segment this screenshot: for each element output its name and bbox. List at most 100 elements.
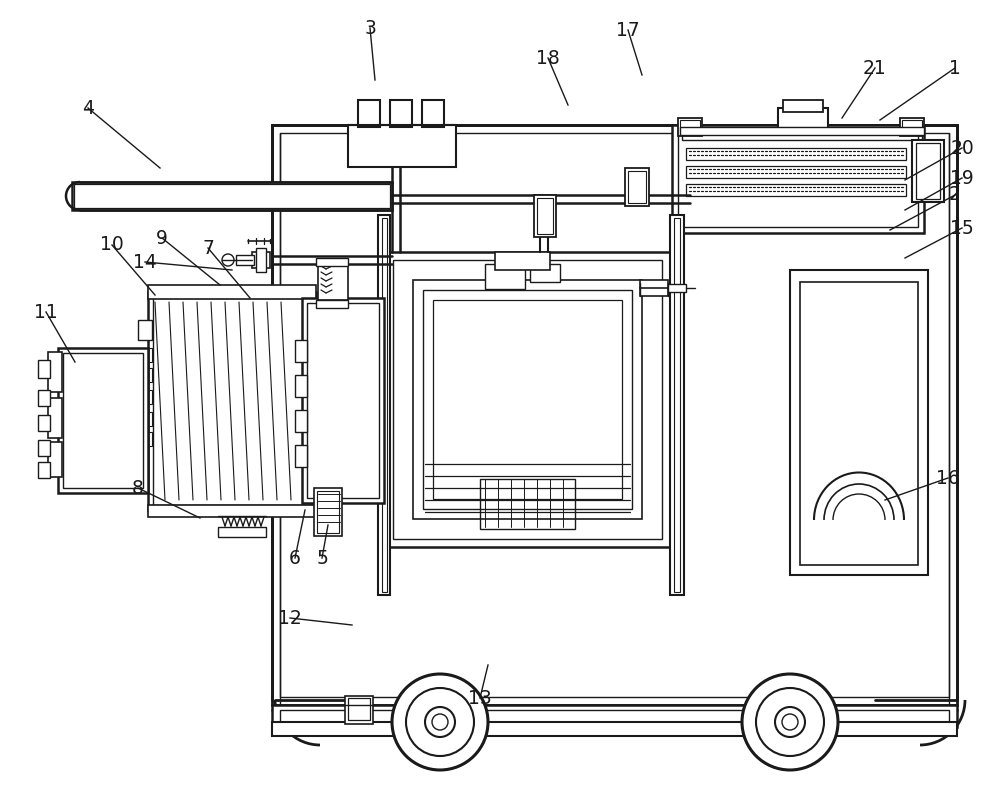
Text: 5: 5 [316,549,328,568]
Bar [38,390,50,406]
Bar [48,352,62,392]
Bar [348,125,456,167]
Bar [534,195,556,237]
Bar [295,410,307,432]
Circle shape [775,707,805,737]
Bar [316,300,348,308]
Bar [345,696,373,724]
Bar [38,415,50,431]
Bar [317,491,339,533]
Bar [302,298,384,503]
Bar [672,125,924,233]
Bar [318,262,348,300]
Bar [382,218,387,592]
Circle shape [425,707,455,737]
Text: 1: 1 [949,59,961,78]
Text: 7: 7 [202,238,214,257]
Bar [678,118,702,136]
Bar [272,125,957,705]
Bar [348,698,370,720]
Bar [628,171,646,203]
Bar [138,412,152,426]
Bar [148,505,316,517]
Bar [678,131,918,227]
Bar [48,442,62,477]
Text: 2: 2 [949,186,961,205]
Bar [385,252,670,547]
Text: 20: 20 [950,138,974,157]
Bar [902,120,922,134]
Bar [393,260,662,539]
Text: 18: 18 [536,48,560,67]
Bar [916,143,940,199]
Bar [314,488,342,536]
Bar [423,290,632,509]
Bar [686,184,906,196]
Text: 19: 19 [950,168,974,187]
Bar [413,280,642,519]
Bar [800,282,918,565]
Bar [640,280,668,296]
Bar [58,348,148,493]
Bar [422,100,444,127]
Text: 21: 21 [863,59,887,78]
Text: 14: 14 [133,252,157,272]
Text: 4: 4 [82,98,94,118]
Bar [280,710,949,724]
Bar [295,445,307,467]
Bar [272,722,957,736]
Bar [307,303,379,498]
Bar [625,168,649,206]
Bar [686,148,906,160]
Bar [485,264,525,289]
Bar [138,390,152,404]
Bar [778,108,828,128]
Bar [480,479,575,529]
Bar [252,252,270,268]
Bar [148,292,316,510]
Text: 15: 15 [950,218,974,237]
Bar [378,215,390,595]
Bar [38,462,50,478]
Bar [680,120,700,134]
Bar [680,127,924,135]
Bar [670,215,684,595]
Bar [38,360,50,378]
Text: 12: 12 [278,608,302,627]
Text: 11: 11 [34,303,58,322]
Bar [218,527,266,537]
Bar [272,705,957,727]
Bar [682,130,922,140]
Text: 6: 6 [289,549,301,568]
Bar [295,340,307,362]
Text: 9: 9 [156,229,168,248]
Bar [153,297,311,505]
Bar [912,140,944,202]
Bar [295,375,307,397]
Circle shape [222,254,234,266]
Text: 8: 8 [132,479,144,498]
Bar [316,258,348,266]
Bar [63,353,143,488]
Bar [433,300,622,499]
Bar [38,440,50,456]
Bar [138,348,152,362]
Bar [48,398,62,438]
Bar [537,198,553,234]
Text: 13: 13 [468,688,492,707]
Bar [256,248,266,272]
Bar [390,100,412,127]
Bar [900,118,924,136]
Bar [783,100,823,112]
Bar [280,133,949,697]
Bar [674,218,680,592]
Bar [686,166,906,178]
Bar [358,100,380,127]
Text: 17: 17 [616,21,640,40]
Bar [138,368,152,382]
Text: 10: 10 [100,236,124,255]
Bar [148,285,316,299]
Circle shape [392,674,488,770]
Text: 3: 3 [364,18,376,37]
Bar [530,264,560,282]
